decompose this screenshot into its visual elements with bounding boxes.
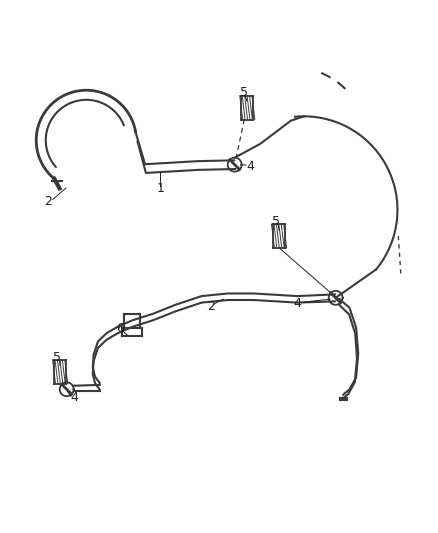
Text: 4: 4 bbox=[293, 297, 301, 310]
Text: 2: 2 bbox=[207, 301, 215, 313]
Text: 5: 5 bbox=[240, 86, 248, 99]
Text: 4: 4 bbox=[247, 160, 254, 173]
Text: 4: 4 bbox=[71, 391, 78, 405]
Text: 1: 1 bbox=[156, 182, 164, 195]
Text: 2: 2 bbox=[44, 195, 52, 208]
Text: 5: 5 bbox=[53, 351, 61, 364]
Text: 5: 5 bbox=[272, 215, 280, 228]
Text: 6: 6 bbox=[116, 322, 124, 335]
